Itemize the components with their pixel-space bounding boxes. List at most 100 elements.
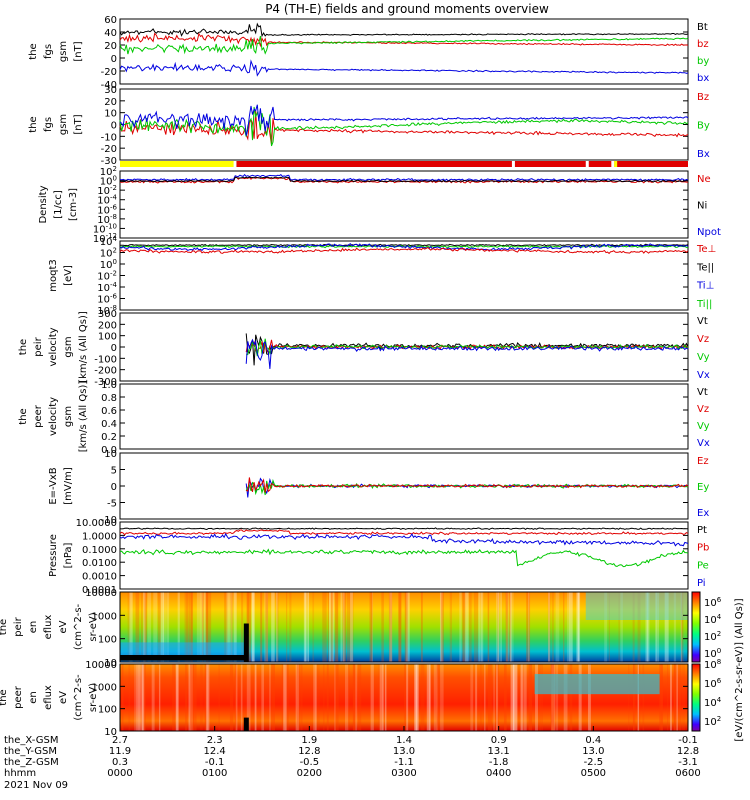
y-tick-label: 300: [98, 309, 117, 320]
y-axis-label: peer: [13, 685, 24, 709]
bottom-row-value: 1.9: [301, 735, 317, 746]
legend-Pt: Pt: [697, 525, 707, 536]
y-tick-label: 1000: [92, 682, 117, 693]
bottom-row-value: -3.1: [678, 757, 698, 768]
y-tick-label: -40: [101, 80, 117, 91]
bottom-row-value: -2.5: [584, 757, 604, 768]
y-axis-label: the: [0, 689, 9, 705]
legend-Pi: Pi: [697, 578, 706, 589]
bottom-row-value: 2.7: [112, 735, 128, 746]
y-tick-label: 10: [104, 109, 117, 120]
y-tick-label: 30: [104, 85, 117, 96]
trace-g: [119, 35, 689, 55]
legend-Te||: Te||: [696, 262, 714, 273]
panel-peer_spec: 10000 1000 100 10 the peer en eflux eV (cm^2-s-sr…: [0, 660, 689, 738]
legend-Vz: Vz: [697, 334, 709, 345]
y-axis-label: velocity: [48, 327, 59, 366]
y-tick-label: 0.0: [101, 445, 117, 456]
date-label: 2021 Nov 09: [4, 780, 68, 791]
y-axis-label: velocity: [48, 397, 59, 436]
trace-b: [119, 532, 689, 547]
y-tick-label: -5: [107, 499, 117, 510]
colorbar-tick: 108: [704, 658, 721, 671]
y-tick-label: -20: [101, 67, 117, 78]
panel-peir_spec: 10000 1000 100 10 the peir en eflux eV (cm^2-s-sr…: [0, 588, 689, 669]
bottom-row-value: 12.8: [677, 746, 699, 757]
legend-Te⊥: Te⊥: [696, 244, 716, 255]
y-tick-label: 10: [104, 449, 117, 460]
y-tick-label: 0.2: [101, 432, 117, 443]
y-tick-label: 10000: [85, 660, 117, 671]
y-tick-label: 0.0001: [82, 585, 117, 596]
colorbar-tick: 102: [704, 630, 721, 643]
trace-g: [119, 106, 689, 147]
y-axis-label: E=-VxB: [48, 467, 59, 504]
y-axis-label: [km/s (All Qs)]: [78, 311, 89, 383]
y-axis-label: eV: [58, 620, 69, 633]
bottom-axis-labels: the_X-GSM 2.7 2.3 1.9 1.4 0.9 0.4 -0.1 the_Y-GSM…: [4, 726, 701, 791]
legend-Ey: Ey: [697, 482, 709, 493]
panel-frame: [119, 170, 689, 239]
y-tick-label: -300: [94, 377, 117, 388]
y-tick-label: 0.4: [101, 419, 117, 430]
legend-Vz: Vz: [697, 404, 709, 415]
y-tick-label: 60: [104, 15, 117, 26]
y-axis-label: [eV]: [63, 265, 74, 286]
y-tick-label: 100: [98, 705, 117, 716]
y-axis-label: gsm: [58, 114, 69, 135]
y-axis-label: Density: [38, 185, 49, 223]
y-tick-label: 0.0010: [82, 572, 117, 583]
trace-k: [119, 527, 689, 531]
bottom-row-value: 0300: [391, 768, 416, 779]
trace-r: [245, 477, 689, 493]
trace-b: [245, 338, 689, 369]
chart-title: P4 (TH-E) fields and ground moments over…: [265, 2, 549, 16]
y-axis-label: (cm^2-s-: [73, 603, 84, 650]
y-tick-label: 0: [111, 482, 117, 493]
panel-frame: [119, 591, 689, 663]
trace-b: [245, 477, 689, 498]
legend-Ti||: Ti||: [696, 299, 712, 310]
y-tick-label: -200: [94, 366, 117, 377]
y-axis-label: [1/cc]: [53, 190, 64, 219]
y-tick-label: 10.0000: [76, 518, 117, 529]
y-tick-label: 40: [104, 28, 117, 39]
trace-k: [245, 333, 689, 366]
bottom-row-value: -1.1: [394, 757, 414, 768]
panel-frame: [119, 18, 689, 85]
trace-k: [119, 22, 689, 38]
y-axis-label: fgs: [43, 117, 54, 132]
trace-b: [119, 59, 689, 77]
y-axis-label: Pressure: [48, 534, 59, 577]
y-tick-label: 0: [111, 343, 117, 354]
y-axis-label: [km/s (All Qs)]: [78, 381, 89, 453]
y-tick-label: 1.0: [101, 380, 117, 391]
y-axis-label: the: [0, 619, 9, 635]
panel-pressure: 10.0000 1.0000 0.1000 0.0100 0.0010 0.0001 Pre…: [48, 518, 709, 596]
legend-Ni: Ni: [697, 201, 707, 212]
bottom-row-value: 0100: [202, 768, 227, 779]
colorbar-tick: 106: [704, 596, 722, 609]
legend-Bz: Bz: [697, 92, 709, 103]
y-tick-label: 1.0000: [82, 531, 117, 542]
bottom-row-value: 0600: [675, 768, 700, 779]
panel-frame: [119, 88, 689, 161]
legend-Pb: Pb: [697, 543, 709, 554]
colorbar-tick: 102: [704, 715, 721, 728]
legend-by: by: [697, 56, 709, 67]
bottom-row-name: hhmm: [4, 768, 36, 779]
y-tick-label: 5: [111, 466, 117, 477]
legend-Ex: Ex: [697, 508, 709, 519]
panel-fgs_gsm: 60 40 20 0 -20 -40 the fgs gsm [nT] Bt bz by bx: [28, 15, 709, 91]
legend-Bx: Bx: [697, 149, 710, 160]
y-tick-label: -10: [101, 132, 117, 143]
legend-Vy: Vy: [697, 352, 710, 363]
y-tick-label: -30: [101, 156, 117, 167]
y-axis-label: (cm^2-s-: [73, 674, 84, 721]
legend-Bt: Bt: [697, 22, 708, 33]
panel-peer_velocity: 1.0 0.8 0.6 0.4 0.2 0.0 the peer velocity gsm [km/…: [18, 380, 710, 456]
y-axis-label: eflux: [43, 685, 54, 710]
